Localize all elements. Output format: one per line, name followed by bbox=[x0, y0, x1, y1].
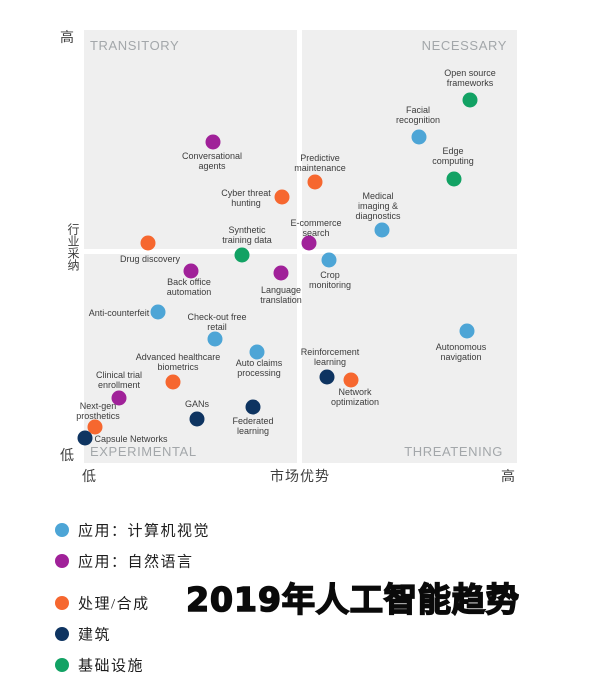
point-label-anti-counterfeit: Anti-counterfeit bbox=[88, 307, 150, 318]
point-label-autonomous-navigation: Autonomous navigation bbox=[435, 341, 487, 362]
quadrant-plot-background bbox=[84, 30, 517, 463]
point-clinical-trial-enrollment bbox=[111, 390, 127, 406]
point-check-out-free-retail bbox=[207, 331, 223, 347]
point-label-language-translation: Language translation bbox=[260, 284, 302, 305]
point-open-source-frameworks bbox=[462, 92, 478, 108]
point-predictive-maintenance bbox=[307, 174, 323, 190]
point-label-open-source-frameworks: Open source frameworks bbox=[444, 67, 496, 88]
legend-dot-arch bbox=[55, 627, 69, 641]
point-label-capsule-networks: Capsule Networks bbox=[94, 433, 168, 444]
point-label-next-gen-prosthetics: Next-gen prosthetics bbox=[76, 400, 120, 421]
x-axis-low-label: 低 bbox=[82, 470, 96, 485]
point-medical-imaging-diagnostics bbox=[374, 222, 390, 238]
point-autonomous-navigation bbox=[459, 323, 475, 339]
point-next-gen-prosthetics bbox=[87, 419, 103, 435]
point-label-auto-claims-processing: Auto claims processing bbox=[235, 357, 283, 378]
y-axis-low-label: 低 bbox=[60, 449, 74, 464]
legend-label-nl: 应用：自然语言 bbox=[78, 554, 194, 571]
legend-label-infra: 基础设施 bbox=[78, 658, 145, 675]
point-conversational-agents bbox=[205, 134, 221, 150]
point-auto-claims-processing bbox=[249, 344, 265, 360]
point-network-optimization bbox=[343, 372, 359, 388]
point-label-synthetic-training-data: Synthetic training data bbox=[222, 224, 272, 245]
quadrant-label-experimental: EXPERIMENTAL bbox=[90, 444, 197, 459]
point-label-crop-monitoring: Crop monitoring bbox=[308, 269, 352, 290]
point-back-office-automation bbox=[183, 263, 199, 279]
point-label-back-office-automation: Back office automation bbox=[166, 276, 212, 297]
point-federated-learning bbox=[245, 399, 261, 415]
point-drug-discovery bbox=[140, 235, 156, 251]
point-label-federated-learning: Federated learning bbox=[232, 415, 274, 436]
point-label-network-optimization: Network optimization bbox=[330, 386, 380, 407]
point-capsule-networks bbox=[77, 430, 93, 446]
point-advanced-healthcare-biometrics bbox=[165, 374, 181, 390]
x-axis-title: 市场优势 bbox=[270, 470, 330, 485]
point-label-medical-imaging-diagnostics: Medical imaging & diagnostics bbox=[355, 190, 401, 222]
y-axis-high-label: 高 bbox=[60, 31, 74, 46]
quadrant-label-threatening: THREATENING bbox=[404, 444, 503, 459]
point-reinforcement-learning bbox=[319, 369, 335, 385]
point-label-gans: GANs bbox=[184, 398, 210, 409]
legend-label-proc: 处理/合成 bbox=[78, 596, 150, 613]
legend-label-arch: 建筑 bbox=[78, 627, 112, 644]
quadrant-divider-vertical bbox=[297, 30, 302, 463]
point-label-conversational-agents: Conversational agents bbox=[181, 150, 243, 171]
quadrant-label-transitory: TRANSITORY bbox=[90, 38, 180, 53]
chart-title: 2019年人工智能趋势 bbox=[185, 579, 520, 620]
quadrant-label-necessary: NECESSARY bbox=[421, 38, 507, 53]
point-label-e-commerce-search: E-commerce search bbox=[290, 217, 342, 238]
legend-dot-proc bbox=[55, 596, 69, 610]
point-label-drug-discovery: Drug discovery bbox=[119, 253, 181, 264]
point-label-predictive-maintenance: Predictive maintenance bbox=[294, 152, 346, 173]
y-axis-title: 行业采纳 bbox=[66, 223, 80, 271]
point-label-facial-recognition: Facial recognition bbox=[395, 104, 441, 125]
point-label-edge-computing: Edge computing bbox=[432, 145, 474, 166]
point-synthetic-training-data bbox=[234, 247, 250, 263]
point-label-clinical-trial-enrollment: Clinical trial enrollment bbox=[95, 369, 143, 390]
legend-label-cv: 应用：计算机视觉 bbox=[78, 523, 211, 540]
point-label-advanced-healthcare-biometrics: Advanced healthcare biometrics bbox=[135, 351, 221, 372]
point-cyber-threat-hunting bbox=[274, 189, 290, 205]
legend-dot-cv bbox=[55, 523, 69, 537]
point-language-translation bbox=[273, 265, 289, 281]
point-e-commerce-search bbox=[301, 235, 317, 251]
point-gans bbox=[189, 411, 205, 427]
quadrant-divider-horizontal bbox=[84, 249, 517, 254]
point-label-check-out-free-retail: Check-out free retail bbox=[187, 311, 247, 332]
legend-dot-infra bbox=[55, 658, 69, 672]
x-axis-high-label: 高 bbox=[501, 470, 515, 485]
point-edge-computing bbox=[446, 171, 462, 187]
point-anti-counterfeit bbox=[150, 304, 166, 320]
point-facial-recognition bbox=[411, 129, 427, 145]
legend-dot-nl bbox=[55, 554, 69, 568]
point-crop-monitoring bbox=[321, 252, 337, 268]
point-label-reinforcement-learning: Reinforcement learning bbox=[300, 346, 360, 367]
point-label-cyber-threat-hunting: Cyber threat hunting bbox=[221, 187, 271, 208]
